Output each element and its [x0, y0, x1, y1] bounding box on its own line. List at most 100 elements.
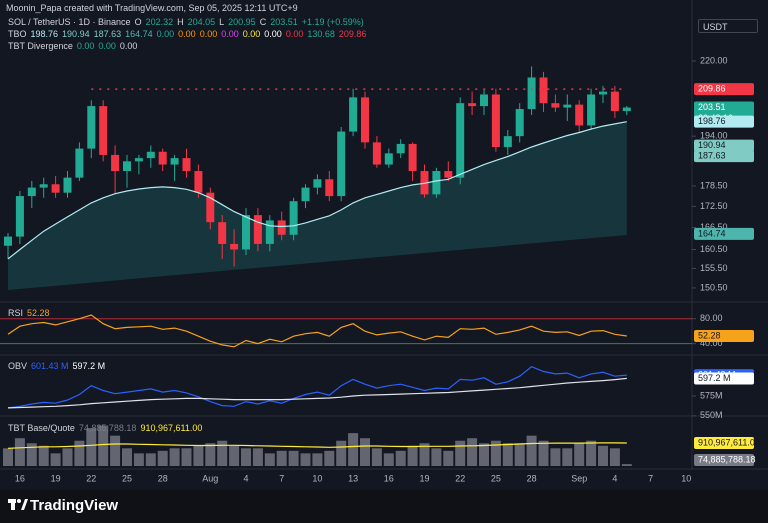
volume-bar: [50, 453, 61, 466]
y-tick-label: 166.50: [700, 222, 728, 232]
axis-overlay: 220.00 194.00 178.50 172.50 166.50 160.50 155.…: [692, 55, 760, 466]
volume-bar: [74, 440, 85, 466]
candle-body: [253, 215, 262, 244]
candle-body: [575, 104, 584, 126]
volume-bar: [431, 448, 442, 466]
legend-item: 209.86: [338, 29, 367, 39]
pane-legend-value: 601.43 M: [31, 361, 69, 371]
indicator-line: [7, 442, 627, 449]
volume-bar: [443, 450, 454, 466]
price-tag-box: [694, 454, 754, 466]
legend-item: TBO: [8, 29, 27, 39]
candle-body: [170, 158, 179, 165]
volume-bar: [86, 428, 97, 466]
candle-body: [527, 77, 536, 110]
indicator-line: [7, 121, 627, 260]
legend-line: TBO 198.76 190.94 187.63 164.74 0.00 0.00 0.00 0…: [8, 29, 370, 39]
candle-body: [325, 179, 334, 197]
candle-body: [301, 187, 310, 202]
volume-bar: [312, 453, 323, 466]
x-tick-label: 10: [681, 473, 691, 483]
y-tick-label: 194.00: [700, 131, 728, 141]
legend-item: 0.00: [156, 29, 175, 39]
volume-bar: [348, 433, 359, 466]
volume-bar: [562, 448, 573, 466]
volume-bar: [288, 450, 299, 466]
volume-bar: [264, 453, 275, 466]
candle-body: [4, 236, 12, 246]
currency-button[interactable]: USDT: [698, 19, 758, 33]
candle-body: [432, 171, 441, 195]
volume-bar: [609, 448, 620, 466]
pane-legend: TBT Base/Quote 74,885,788.18 910,967,611.0…: [8, 423, 206, 433]
x-tick-label: 4: [243, 473, 248, 483]
legend-item: 0.00: [264, 29, 282, 39]
legend-item: 190.94: [62, 29, 90, 39]
volume-bar: [419, 443, 430, 466]
volume-bar: [479, 443, 489, 466]
x-tick-label: 25: [491, 473, 501, 483]
x-tick-label: 4: [612, 473, 617, 483]
price-tag-label: 597.2 M: [698, 373, 731, 383]
volume-bar: [455, 440, 466, 466]
plot-area: [0, 66, 692, 466]
candle-body: [182, 158, 191, 172]
volume-bar: [586, 440, 597, 466]
price-tag: 74,885,788.18: [694, 454, 756, 466]
volume-bar: [360, 438, 370, 466]
price-tag: 209.86: [694, 83, 754, 96]
price-tag: 52.28: [694, 329, 754, 342]
price-tag-box: [694, 83, 754, 96]
volume-bar: [205, 443, 216, 466]
volume-bar: [157, 450, 168, 466]
price-tag-label: 164.74: [698, 228, 726, 238]
candle-body: [491, 94, 500, 148]
volume-bar: [598, 445, 608, 466]
volume-bar: [252, 448, 263, 466]
y-tick-label: 150.50: [700, 282, 728, 292]
candle-body: [396, 143, 405, 154]
candle-body: [503, 136, 512, 148]
price-tag-label: 910,967,611.00: [698, 437, 760, 447]
price-tag-label: 203.51: [698, 102, 726, 112]
legend-item: O: [134, 17, 142, 27]
price-tag: 198.76: [694, 115, 754, 128]
y-tick-label: 550M: [700, 410, 723, 420]
candle-body: [289, 201, 298, 235]
volume-bar: [514, 443, 525, 466]
volume-bar: [550, 448, 561, 466]
volume-bar: [621, 464, 632, 466]
x-tick-label: 10: [312, 473, 322, 483]
volume-bar: [324, 450, 335, 466]
credit: Moonin_Papa created with TradingView.com…: [6, 3, 298, 13]
candle-body: [87, 106, 96, 149]
candle-body: [39, 184, 48, 188]
candle-body: [123, 161, 131, 172]
candle-body: [372, 142, 381, 165]
y-tick-label: 155.50: [700, 263, 728, 273]
y-tick-label: 178.50: [700, 180, 728, 190]
legend-item: 187.63: [93, 29, 122, 39]
candle-body: [277, 220, 286, 235]
volume-bar: [98, 425, 109, 466]
pane-legend-value: 910,967,611.00: [140, 423, 203, 433]
volume-bar: [490, 440, 501, 466]
x-tick-label: 19: [419, 473, 429, 483]
candle-body: [75, 148, 84, 178]
volume-bar: [371, 448, 382, 466]
pane-legend-value: 597.2 M: [72, 361, 106, 371]
price-tag: 190.94: [694, 139, 754, 152]
volume-bar: [62, 448, 73, 466]
x-tick-label: 16: [384, 473, 394, 483]
candle-body: [146, 151, 155, 159]
candle-body: [265, 220, 274, 244]
x-tick-label: 28: [158, 473, 168, 483]
volume-bar: [14, 438, 25, 466]
logo-icon: [8, 499, 28, 510]
candle-body: [63, 177, 72, 193]
indicator-line: [7, 314, 627, 348]
legend-item: 0.00: [221, 29, 239, 39]
candle-body: [218, 222, 227, 244]
